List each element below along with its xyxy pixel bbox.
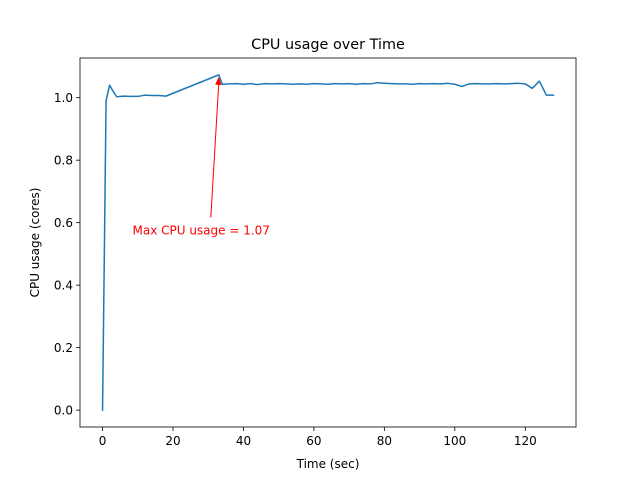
y-tick-label: 1.0 (54, 91, 73, 105)
x-tick-label: 60 (306, 434, 321, 448)
annotation-label: Max CPU usage = 1.07 (132, 223, 269, 237)
y-tick-label: 0.2 (54, 341, 73, 355)
x-tick-label: 40 (236, 434, 251, 448)
x-axis-label: Time (sec) (296, 457, 360, 471)
x-tick-label: 120 (514, 434, 537, 448)
series-line-cpu-usage (101, 74, 555, 411)
y-axis-ticks: 0.0 0.2 0.4 0.6 0.8 1.0 (54, 91, 80, 418)
x-tick-label: 100 (443, 434, 466, 448)
plot-area (101, 74, 555, 411)
max-annotation: Max CPU usage = 1.07 (132, 76, 270, 237)
y-axis-label: CPU usage (cores) (28, 188, 42, 298)
y-tick-label: 0.8 (54, 154, 73, 168)
y-tick-label: 0.0 (54, 404, 73, 418)
y-tick-label: 0.6 (54, 216, 73, 230)
x-tick-label: 0 (99, 434, 107, 448)
chart-title: CPU usage over Time (251, 37, 405, 53)
x-tick-label: 80 (377, 434, 392, 448)
x-axis-ticks: 0 20 40 60 80 100 120 (99, 427, 537, 448)
annotation-arrow (210, 82, 220, 218)
y-tick-label: 0.4 (54, 279, 73, 293)
annotation-arrow-head (215, 76, 222, 86)
axes-frame (79, 57, 577, 428)
x-tick-label: 20 (165, 434, 180, 448)
